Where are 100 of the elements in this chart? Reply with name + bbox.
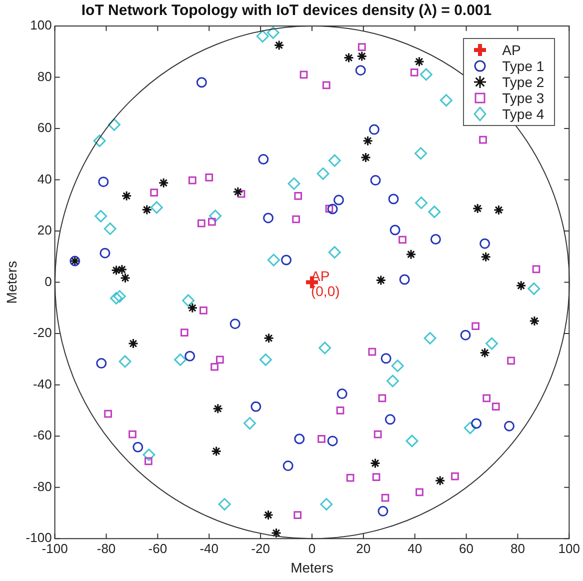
y-tick-label: 100	[30, 18, 52, 33]
point	[504, 420, 514, 432]
point	[292, 215, 300, 224]
point	[218, 498, 231, 511]
point	[288, 177, 300, 190]
point	[388, 194, 399, 204]
point	[346, 474, 354, 482]
point	[415, 196, 428, 210]
point	[250, 401, 262, 412]
point	[529, 316, 540, 326]
point	[328, 154, 341, 167]
point	[372, 473, 380, 482]
point	[327, 204, 338, 214]
point	[259, 353, 272, 366]
point	[428, 206, 441, 218]
point	[174, 353, 187, 366]
point	[391, 360, 404, 372]
x-axis-title: Meters	[290, 559, 334, 576]
point	[325, 204, 334, 213]
point	[142, 448, 156, 462]
point	[480, 348, 490, 358]
y-tick-label: 40	[37, 171, 52, 186]
point	[216, 356, 224, 364]
y-tick-label: -60	[33, 428, 52, 443]
point	[281, 254, 292, 266]
x-tick-label: 40	[408, 540, 422, 556]
point	[516, 280, 526, 291]
point	[121, 190, 132, 202]
point	[267, 254, 280, 266]
point	[378, 506, 388, 516]
legend-label: AP	[502, 42, 521, 58]
point	[376, 275, 386, 286]
y-tick-label: -40	[33, 376, 52, 392]
point	[300, 70, 308, 79]
point	[182, 294, 195, 307]
point	[410, 68, 418, 76]
point	[211, 446, 222, 456]
point	[188, 176, 196, 184]
y-tick-label: 80	[37, 68, 52, 84]
x-tick-label: -60	[148, 540, 168, 556]
point	[104, 410, 112, 418]
point	[414, 56, 424, 67]
point	[378, 394, 386, 402]
point	[430, 234, 441, 244]
y-tick-label: -20	[33, 325, 52, 340]
y-tick-label: 0	[44, 274, 52, 289]
point	[333, 194, 344, 206]
point	[507, 356, 515, 365]
point	[368, 348, 376, 356]
point	[205, 174, 214, 182]
point	[132, 442, 144, 452]
point	[128, 430, 136, 438]
point	[264, 332, 274, 344]
point	[210, 362, 218, 371]
x-tick-label: -80	[96, 540, 116, 556]
point	[493, 204, 504, 216]
point	[118, 355, 132, 368]
point	[492, 402, 500, 411]
point	[266, 26, 280, 39]
x-tick-label: -40	[200, 540, 219, 556]
point	[451, 472, 459, 480]
point	[380, 353, 392, 364]
point	[116, 264, 128, 275]
point	[362, 136, 374, 146]
point	[472, 322, 480, 330]
point	[212, 403, 224, 414]
point	[93, 134, 106, 148]
point	[244, 417, 256, 430]
point	[294, 511, 302, 519]
point	[282, 460, 294, 472]
point	[274, 40, 284, 50]
point	[270, 528, 282, 538]
point	[150, 201, 163, 214]
point	[440, 94, 452, 107]
point	[370, 175, 381, 186]
point	[532, 265, 540, 274]
y-tick-label: -100	[26, 530, 52, 546]
point	[113, 290, 126, 303]
point	[327, 436, 338, 446]
y-tick-label: 60	[37, 120, 52, 136]
point	[336, 388, 348, 400]
x-tick-label: -20	[251, 540, 270, 556]
point	[180, 328, 188, 336]
point	[390, 224, 400, 236]
point	[486, 337, 498, 350]
point	[100, 248, 110, 258]
point	[368, 124, 380, 135]
x-tick-label: 60	[459, 540, 474, 556]
point	[187, 302, 198, 314]
x-tick-label: 0	[308, 540, 316, 556]
point	[374, 430, 382, 438]
legend-label: Type 1	[502, 58, 544, 74]
x-tick-label: 20	[356, 540, 371, 556]
point	[258, 154, 269, 165]
point	[328, 246, 341, 259]
point	[150, 188, 158, 197]
y-tick-label: -80	[33, 478, 52, 494]
point	[184, 350, 196, 362]
point	[322, 81, 330, 90]
point	[355, 65, 366, 76]
